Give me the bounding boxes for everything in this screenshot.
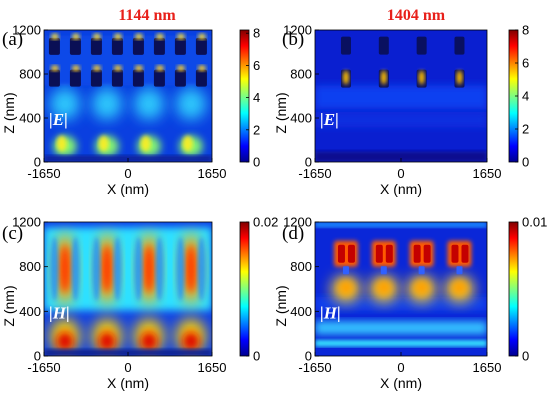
field-label: |E| (320, 110, 339, 129)
colorbar-tick-label: 0 (253, 155, 260, 170)
y-tick-label: 1200 (12, 23, 41, 38)
colorbar-tick-label: 4 (253, 90, 260, 105)
x-axis-label: X (nm) (107, 375, 149, 391)
field-label: |H| (49, 303, 70, 322)
heatmap-field (44, 222, 212, 356)
field-label: |E| (49, 110, 68, 129)
colorbar-tick-label: 6 (253, 58, 260, 73)
heatmap-field (44, 30, 212, 162)
y-tick-label: 0 (305, 155, 312, 170)
x-tick-label: -1650 (27, 360, 60, 375)
panel-label: (b) (282, 29, 304, 50)
heatmap-field (315, 30, 487, 162)
x-axis-label: X (nm) (380, 375, 422, 391)
y-axis-label: Z (nm) (1, 92, 17, 133)
colorbar-tick-label: 8 (522, 23, 529, 38)
colorbar-tick-label: 8 (253, 26, 260, 41)
colorbar-tick-label: 4 (522, 89, 529, 104)
colorbar-tick-label: 0.01 (522, 215, 547, 230)
colorbar-tick-label: 0 (253, 349, 260, 364)
y-tick-label: 800 (290, 67, 312, 82)
y-tick-label: 800 (290, 259, 312, 274)
y-tick-label: 1200 (283, 215, 312, 230)
y-axis-label: Z (nm) (1, 285, 17, 326)
x-tick-label: 1650 (198, 166, 227, 181)
y-tick-label: 0 (34, 155, 41, 170)
y-tick-label: 0 (305, 349, 312, 364)
colorbar-tick-label: 0 (522, 349, 529, 364)
x-tick-label: 0 (397, 360, 404, 375)
colorbar-frame (239, 29, 250, 163)
colorbar (240, 222, 249, 356)
colorbar-frame (239, 221, 250, 357)
y-tick-label: 400 (290, 304, 312, 319)
colorbar-tick-label: 2 (253, 122, 260, 137)
y-tick-label: 400 (19, 111, 41, 126)
y-tick-label: 800 (19, 67, 41, 82)
x-tick-label: 0 (124, 360, 131, 375)
column-title-left: 1144 nm (118, 7, 176, 24)
x-tick-label: 1650 (198, 360, 227, 375)
x-tick-label: 1650 (473, 360, 502, 375)
field-label: |H| (320, 303, 341, 322)
colorbar-tick-label: 2 (522, 122, 529, 137)
colorbar-tick-label: 6 (522, 56, 529, 71)
colorbar (509, 222, 518, 356)
y-tick-label: 1200 (283, 23, 312, 38)
x-tick-label: 0 (397, 166, 404, 181)
column-title-right: 1404 nm (387, 7, 446, 24)
x-tick-label: 0 (124, 166, 131, 181)
y-tick-label: 1200 (12, 215, 41, 230)
y-tick-label: 0 (34, 349, 41, 364)
colorbar-frame (508, 221, 519, 357)
x-axis-label: X (nm) (380, 181, 422, 197)
panel-label: (c) (2, 223, 23, 244)
colorbar (509, 30, 518, 162)
y-tick-label: 800 (19, 259, 41, 274)
colorbar (240, 30, 249, 162)
x-tick-label: -1650 (27, 166, 60, 181)
x-tick-label: -1650 (298, 360, 331, 375)
heatmap-field (315, 222, 487, 356)
x-axis-label: X (nm) (107, 181, 149, 197)
panel-label: (d) (282, 223, 304, 244)
y-axis-label: Z (nm) (273, 285, 289, 326)
panel-label: (a) (2, 29, 23, 50)
x-tick-label: 1650 (473, 166, 502, 181)
y-tick-label: 400 (19, 304, 41, 319)
y-axis-label: Z (nm) (273, 92, 289, 133)
colorbar-tick-label: 0 (522, 155, 529, 170)
y-tick-label: 400 (290, 111, 312, 126)
colorbar-tick-label: 0.02 (253, 215, 278, 230)
x-tick-label: -1650 (298, 166, 331, 181)
